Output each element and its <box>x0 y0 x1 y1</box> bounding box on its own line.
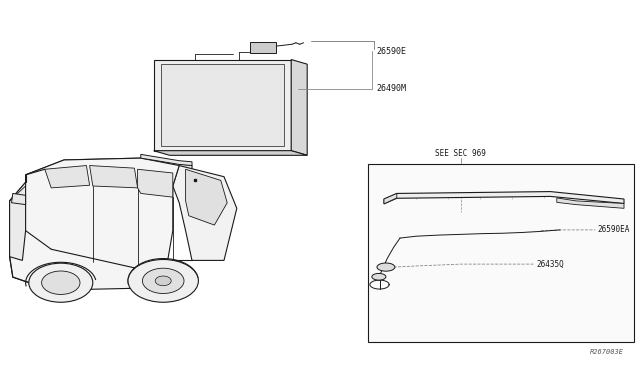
Bar <box>368 164 634 342</box>
Polygon shape <box>250 42 276 53</box>
Polygon shape <box>154 151 307 155</box>
Polygon shape <box>154 60 291 151</box>
Ellipse shape <box>155 276 172 286</box>
Ellipse shape <box>128 260 198 302</box>
Polygon shape <box>291 60 307 155</box>
Ellipse shape <box>29 263 93 302</box>
Text: 26590E: 26590E <box>376 47 406 56</box>
Ellipse shape <box>42 271 80 295</box>
Polygon shape <box>161 64 284 146</box>
Text: 26490M: 26490M <box>376 84 406 93</box>
Polygon shape <box>384 193 397 204</box>
Text: 26435Q: 26435Q <box>536 260 564 269</box>
Polygon shape <box>12 193 26 205</box>
Polygon shape <box>141 154 192 166</box>
Polygon shape <box>10 182 26 260</box>
Polygon shape <box>173 166 237 260</box>
Text: SEE SEC 969: SEE SEC 969 <box>435 149 486 158</box>
Text: 26590EA: 26590EA <box>597 225 630 234</box>
Polygon shape <box>384 192 624 204</box>
Polygon shape <box>10 158 179 290</box>
Polygon shape <box>138 169 173 197</box>
Ellipse shape <box>142 268 184 294</box>
Polygon shape <box>557 198 624 208</box>
Text: R267003E: R267003E <box>590 349 624 355</box>
Ellipse shape <box>377 263 395 271</box>
Polygon shape <box>90 166 138 188</box>
Polygon shape <box>45 166 90 188</box>
Polygon shape <box>186 169 227 225</box>
Ellipse shape <box>372 273 386 280</box>
Polygon shape <box>26 158 192 182</box>
